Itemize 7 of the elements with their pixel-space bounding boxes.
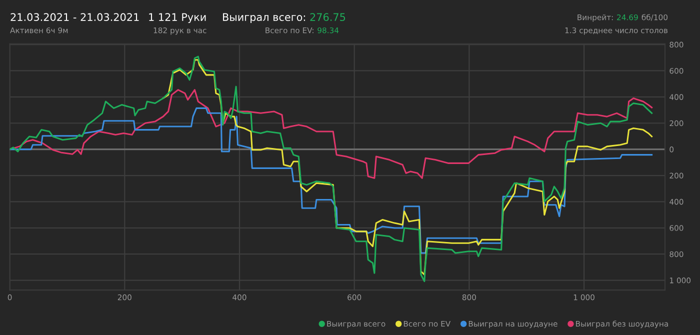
line-series <box>10 56 653 282</box>
chart-title: 21.03.2021 - 21.03.2021 <box>10 13 139 22</box>
line-series <box>10 107 653 254</box>
text: 1 121 Руки <box>149 13 206 24</box>
line-series <box>162 59 653 276</box>
text: 276.75 <box>310 13 346 22</box>
text: Выиграл всего: <box>223 13 305 24</box>
